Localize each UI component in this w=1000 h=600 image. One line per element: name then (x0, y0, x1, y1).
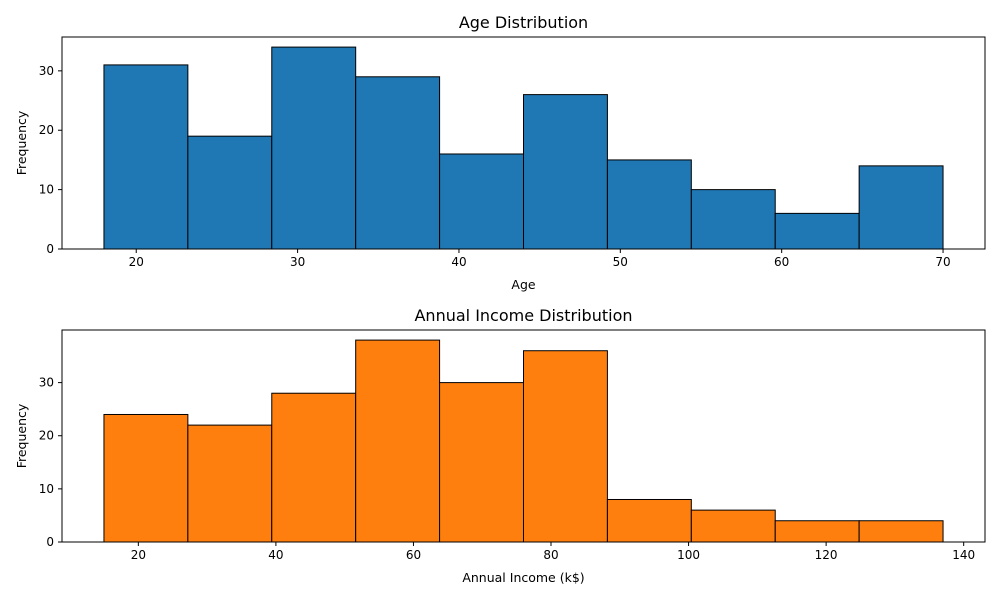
age-y-tick-label: 0 (46, 242, 54, 256)
age-histogram-bar-8 (690, 189, 776, 250)
age-y-tick-label: 10 (39, 183, 54, 197)
age-histogram-bar-9 (774, 212, 860, 250)
age-histogram-bar-6 (523, 94, 608, 250)
age-x-axis-label: Age (511, 277, 535, 292)
income-x-tick-label: 100 (677, 548, 700, 562)
age-histogram-bar-10 (858, 165, 944, 250)
age-x-tick-label: 30 (290, 255, 305, 269)
age-y-tick-label: 30 (39, 64, 54, 78)
income-x-tick-label: 80 (543, 548, 558, 562)
age-x-tick-label: 50 (613, 255, 628, 269)
age-chart-title: Age Distribution (459, 13, 588, 32)
income-histogram-bar-10 (858, 520, 944, 543)
income-y-tick-label: 30 (39, 376, 54, 390)
age-histogram-bar-3 (271, 46, 357, 250)
age-plot-frame (61, 36, 986, 250)
income-histogram-bar-5 (439, 382, 524, 543)
income-x-tick-label: 140 (952, 548, 975, 562)
income-histogram-bar-1 (103, 413, 189, 543)
income-x-tick-label: 20 (131, 548, 146, 562)
age-x-tick-label: 70 (935, 255, 950, 269)
age-histogram-bar-7 (606, 159, 692, 250)
income-x-axis-label: Annual Income (k$) (462, 570, 584, 585)
income-y-axis-label: Frequency (14, 403, 29, 468)
income-y-tick-label: 20 (39, 429, 54, 443)
age-distribution-panel: 20 30 40 50 60 70 0 10 20 30 Age Distribution Age Fr… (14, 13, 986, 292)
age-histogram-bar-5 (439, 153, 524, 250)
age-y-tick-label: 20 (39, 123, 54, 137)
age-y-axis-label: Frequency (14, 110, 29, 175)
income-distribution-panel: 20 40 60 80 100 120 140 0 10 20 30 Annual Income Di… (14, 306, 986, 585)
age-x-tick-label: 40 (451, 255, 466, 269)
income-x-tick-label: 40 (268, 548, 283, 562)
income-histogram-bar-3 (271, 392, 357, 543)
age-histogram-bar-4 (355, 76, 441, 250)
income-histogram-bar-2 (187, 424, 273, 543)
age-histogram-bar-1 (103, 64, 189, 250)
income-histogram-bar-7 (606, 498, 692, 543)
income-x-tick-label: 60 (406, 548, 421, 562)
income-histogram-bar-6 (523, 350, 608, 543)
income-x-tick-label: 120 (815, 548, 838, 562)
age-x-tick-label: 20 (129, 255, 144, 269)
income-histogram-bar-4 (355, 339, 441, 543)
age-x-tick-label: 60 (774, 255, 789, 269)
income-y-tick-label: 10 (39, 482, 54, 496)
income-chart-title: Annual Income Distribution (414, 306, 632, 325)
age-histogram-bar-2 (187, 135, 273, 250)
income-histogram-bar-9 (774, 520, 860, 543)
income-y-tick-label: 0 (46, 535, 54, 549)
income-histogram-bar-8 (690, 509, 776, 543)
